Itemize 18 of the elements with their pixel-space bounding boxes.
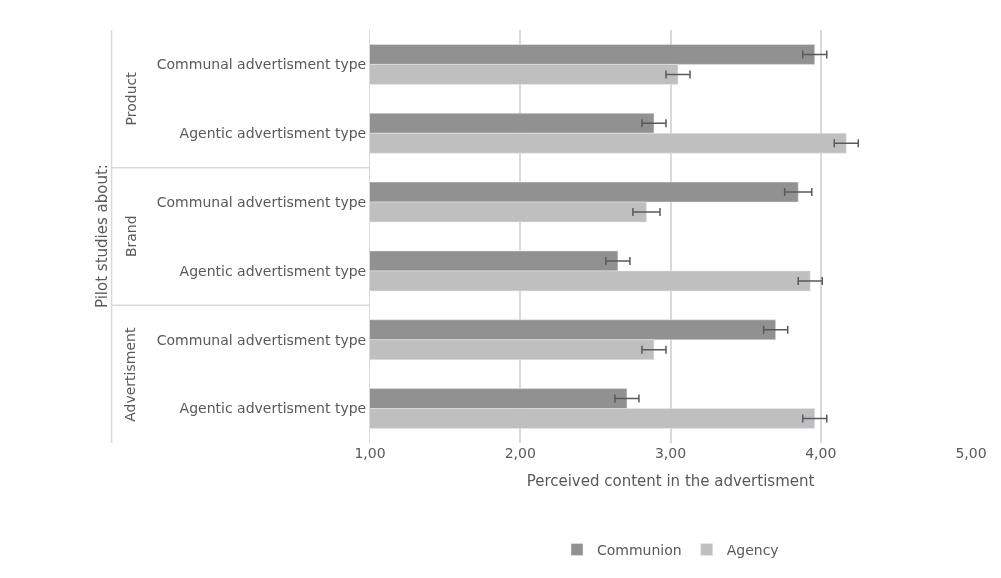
y-tick-label: Communal advertisment type xyxy=(156,193,367,210)
text: Product xyxy=(122,71,139,126)
x-axis-title: Perceived content in the advertisment xyxy=(526,472,815,490)
y-tick-label: Agentic advertisment type xyxy=(179,262,367,279)
legend-label: Communion xyxy=(597,541,682,558)
legend-label: Agency xyxy=(726,541,779,558)
x-tick-label: 3,00 xyxy=(654,445,687,461)
x-tick-label: 2,00 xyxy=(504,445,536,461)
text: Brand xyxy=(123,215,140,258)
text: Advertisment xyxy=(122,327,139,422)
y-tick-label: Communal advertisment type xyxy=(156,331,367,348)
y-axis-title: Pilot studies about: xyxy=(93,164,112,309)
x-tick-label: 4,00 xyxy=(805,445,837,461)
y-tick-label: Agentic advertisment type xyxy=(179,125,367,142)
y-tick-label: Agentic advertisment type xyxy=(179,400,367,417)
x-tick-label: 5,00 xyxy=(955,445,987,461)
x-tick-label: 1,00 xyxy=(354,445,386,461)
y-tick-label: Communal advertisment type xyxy=(156,56,367,73)
